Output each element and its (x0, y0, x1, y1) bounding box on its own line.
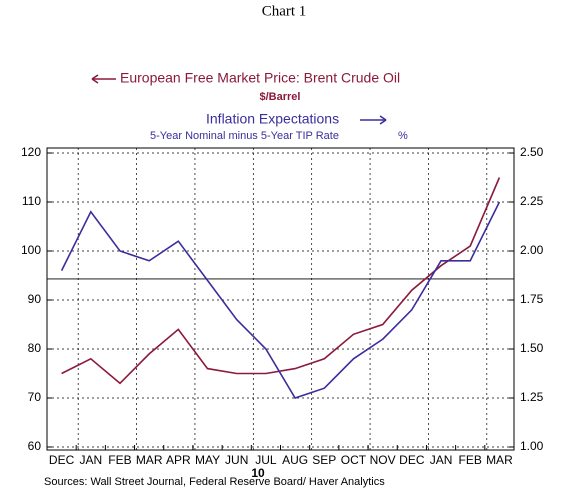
y-tick-label: 120 (21, 145, 41, 159)
legend-brent: European Free Market Price: Brent Crude … (91, 70, 400, 103)
legend-label: European Free Market Price: Brent Crude … (120, 70, 400, 86)
x-tick-label: MAR (136, 453, 163, 467)
x-tick-label: NOV (370, 453, 396, 467)
legend-units: % (398, 130, 408, 142)
x-tick-label: OCT (341, 453, 367, 467)
legend-arrowhead (91, 74, 99, 84)
y2-tick-label: 2.50 (520, 145, 544, 159)
y-tick-label: 90 (28, 292, 42, 306)
y2-tick-label: 1.25 (520, 390, 544, 404)
x-tick-label: JUN (225, 453, 248, 467)
legend-inflation: Inflation Expectations 5-Year Nominal mi… (150, 111, 408, 142)
y2-tick-label: 1.75 (520, 292, 544, 306)
y-tick-label: 100 (21, 243, 41, 257)
x-tick-label: DEC (49, 453, 75, 467)
y2-tick-label: 1.00 (520, 439, 544, 453)
legend-arrowhead (379, 115, 387, 125)
x-tick-label: FEB (108, 453, 131, 467)
x-tick-label: JAN (79, 453, 102, 467)
y-tick-label: 60 (28, 439, 42, 453)
x-tick-label: APR (166, 453, 191, 467)
x-tick-label: MAY (195, 453, 220, 467)
x-tick-label: JUL (255, 453, 277, 467)
y2-tick-label: 1.50 (520, 341, 544, 355)
y2-tick-label: 2.00 (520, 243, 544, 257)
source: Sources: Wall Street Journal, Federal Re… (44, 476, 385, 488)
x-tick-label: MAR (486, 453, 513, 467)
legend-units: $/Barrel (260, 91, 301, 103)
x-tick-label: FEB (459, 453, 482, 467)
y2-tick-label: 2.25 (520, 194, 544, 208)
x-tick-label: JAN (430, 453, 453, 467)
y-tick-label: 70 (28, 390, 42, 404)
legend-subtitle: 5-Year Nominal minus 5-Year TIP Rate (150, 130, 339, 142)
y-tick-label: 80 (28, 341, 42, 355)
series-line (60, 201, 501, 399)
x-tick-label: DEC (399, 453, 425, 467)
year-label: 10 (251, 466, 265, 480)
chart-title: Chart 1 (262, 3, 307, 19)
legend-label: Inflation Expectations (206, 111, 339, 127)
plot-frame (46, 147, 515, 451)
series-line (61, 177, 501, 385)
y-tick-label: 110 (22, 194, 41, 208)
x-tick-label: SEP (312, 453, 336, 467)
x-tick-label: AUG (282, 453, 308, 467)
